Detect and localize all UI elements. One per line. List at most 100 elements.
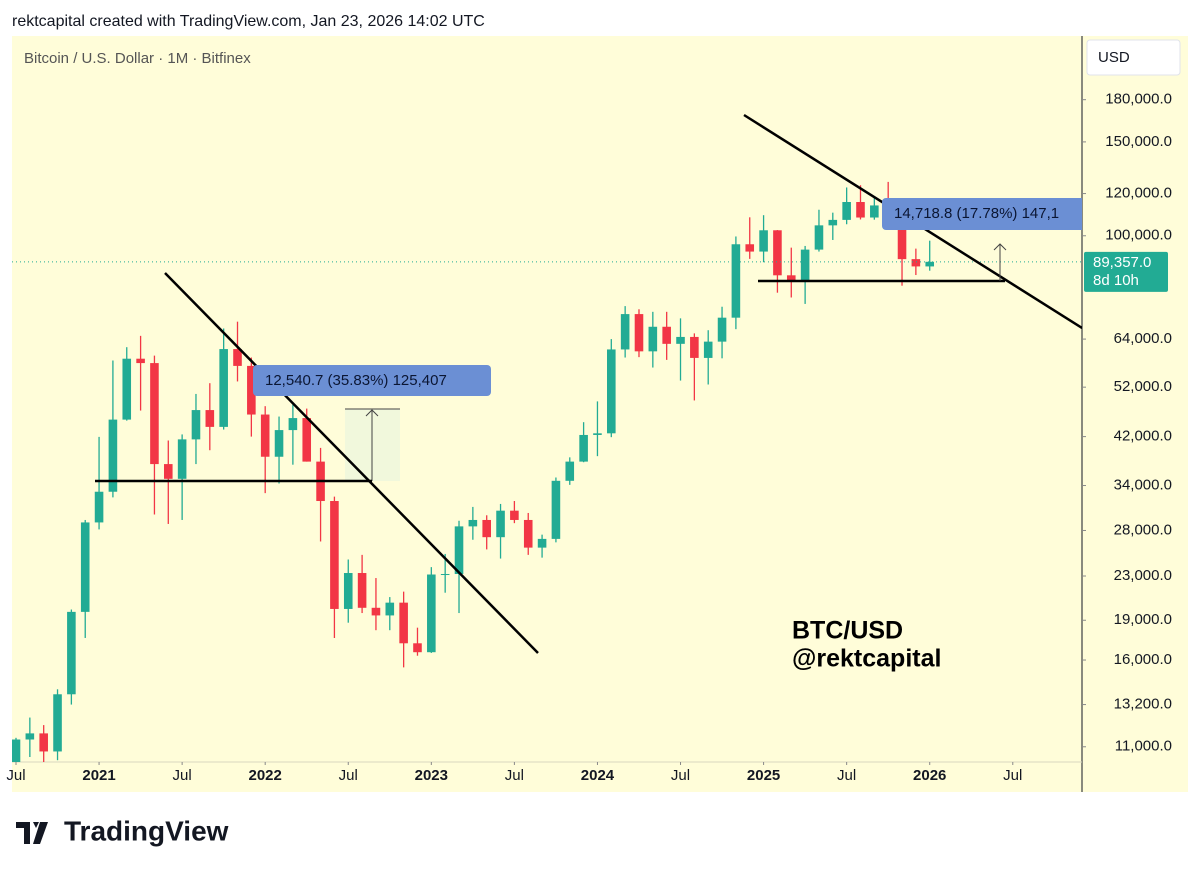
candle-body — [482, 519, 491, 538]
candle-body — [122, 358, 132, 420]
header: rektcapital created with TradingView.com… — [12, 13, 485, 30]
candle-body — [786, 275, 796, 281]
candle-body — [814, 225, 824, 250]
measure-label-box — [253, 365, 491, 396]
candle-body — [690, 336, 699, 358]
candle-body — [607, 349, 616, 434]
trend-line — [164, 272, 539, 654]
x-tick-label: Jul — [339, 767, 358, 784]
candle-body — [565, 461, 575, 481]
candle-body — [427, 574, 436, 653]
chart-background — [12, 36, 1188, 792]
candle-body — [773, 230, 782, 276]
candle-body — [510, 510, 519, 520]
candle-body — [191, 410, 201, 440]
plot — [12, 181, 1082, 762]
candle-body — [745, 244, 755, 252]
candle-body — [593, 433, 602, 435]
candle-body — [177, 439, 187, 479]
logo-icon — [16, 822, 48, 844]
candle-body — [925, 261, 935, 267]
candle-body — [67, 611, 76, 695]
candle-body — [676, 336, 685, 344]
last-price-box — [1084, 251, 1168, 292]
x-tick-label: Jul — [1003, 767, 1022, 784]
y-tick-label: 120,000.0 — [1105, 185, 1172, 202]
candle-body — [856, 202, 865, 218]
x-tick-label: Jul — [837, 767, 856, 784]
candle-body — [551, 480, 561, 539]
candle-body — [828, 219, 838, 226]
countdown: 8d 10h — [1093, 272, 1139, 289]
candle-body — [911, 259, 921, 267]
y-tick-label: 28,000.0 — [1114, 521, 1172, 538]
candle-body — [39, 733, 48, 752]
x-tick-label: 2023 — [415, 767, 448, 784]
y-tick-label: 150,000.0 — [1105, 133, 1172, 150]
candle-body — [496, 510, 505, 538]
candle-body — [25, 733, 35, 740]
measure-label: 14,718.8 (17.78%) 147,1 — [894, 205, 1059, 222]
logo-text: TradingView — [64, 815, 229, 846]
candle-body — [150, 363, 159, 465]
candle-body — [620, 314, 630, 350]
measure-label: 12,540.7 (35.83%) 125,407 — [265, 372, 447, 389]
x-tick-label: Jul — [671, 767, 690, 784]
x-tick-label: Jul — [6, 767, 25, 784]
candle-body — [357, 573, 367, 608]
x-tick-label: 2026 — [913, 767, 946, 784]
candle-body — [163, 464, 173, 479]
watermark: @rektcapital — [792, 645, 941, 673]
candle-body — [634, 314, 644, 352]
candle-body — [468, 519, 478, 527]
candle-body — [385, 602, 395, 616]
candle-body — [274, 430, 284, 457]
candle-body — [302, 418, 312, 462]
candle-body — [371, 607, 381, 616]
candle-body — [897, 214, 907, 260]
candle-body — [717, 317, 727, 342]
y-tick-label: 34,000.0 — [1114, 476, 1172, 493]
candle-body — [136, 358, 145, 364]
candle-body — [579, 434, 588, 462]
candle-body — [870, 205, 879, 218]
x-tick-label: Jul — [173, 767, 192, 784]
chart-title: Bitcoin / U.S. Dollar · 1M · Bitfinex — [24, 50, 251, 67]
y-tick-label: 16,000.0 — [1114, 651, 1172, 668]
y-tick-label: 11,000.0 — [1115, 738, 1172, 755]
candle-body — [842, 202, 851, 220]
candle-body — [288, 418, 298, 431]
logo: TradingView — [16, 815, 229, 846]
candle-body — [731, 244, 741, 318]
measure-label-box — [882, 198, 1082, 230]
candle-body — [53, 694, 62, 752]
y-tick-label: 13,200.0 — [1114, 696, 1172, 713]
candle-body — [12, 739, 21, 762]
last-price-label: 89,357.0 — [1093, 254, 1151, 271]
y-tick-label: 180,000.0 — [1105, 91, 1172, 108]
candle-body — [523, 519, 533, 548]
x-tick-label: 2025 — [747, 767, 780, 784]
drawings: BTC/USD @rektcapital 12,540.7 (35.83%) 1… — [95, 113, 1082, 673]
candle-body — [330, 501, 339, 609]
candle-body — [648, 326, 658, 352]
y-tick-label: 64,000.0 — [1114, 330, 1172, 347]
watermark: BTC/USD — [792, 617, 903, 645]
candle-body — [205, 410, 215, 427]
y-tick-label: 23,000.0 — [1114, 567, 1172, 584]
candle-body — [343, 573, 353, 609]
candle-body — [440, 574, 450, 576]
candle-body — [662, 326, 671, 344]
candle-body — [260, 414, 270, 457]
candle-body — [219, 349, 228, 427]
y-tick-label: 19,000.0 — [1114, 611, 1172, 628]
candle-body — [108, 419, 118, 492]
currency: USD — [1098, 49, 1130, 66]
arrow-head — [365, 409, 379, 417]
candle-body — [247, 365, 256, 415]
arrow-head — [993, 243, 1007, 251]
candle-body — [759, 230, 768, 252]
currency-box[interactable] — [1086, 39, 1181, 76]
candle-body — [399, 602, 408, 644]
y-tick-label: 100,000.0 — [1105, 227, 1172, 244]
